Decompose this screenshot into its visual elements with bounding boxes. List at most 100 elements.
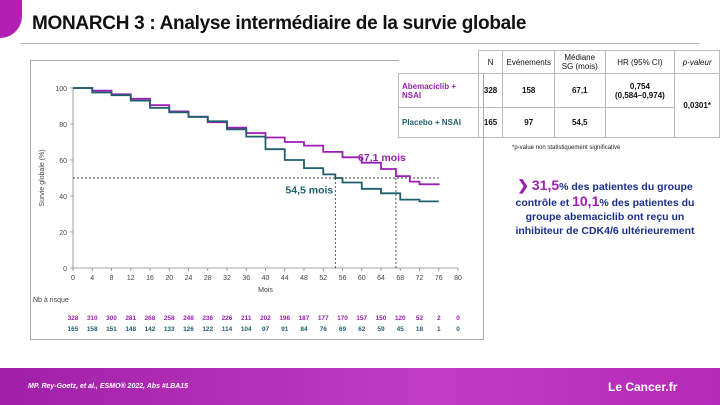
risk-count-abemaciclib: 236 (202, 315, 213, 322)
risk-count-placebo: 59 (377, 326, 385, 333)
risk-count-abemaciclib: 150 (376, 315, 387, 322)
results-table: N Evénements Médiane SG (mois) HR (95% C… (398, 50, 720, 138)
title-divider (20, 43, 700, 44)
risk-count-abemaciclib: 170 (337, 315, 348, 322)
risk-count-abemaciclib: 211 (241, 315, 252, 322)
y-tick-label: 40 (59, 194, 67, 201)
risk-count-abemaciclib: 281 (125, 315, 136, 322)
y-tick-label: 0 (63, 266, 67, 273)
site-logo: Le Cancer.fr (608, 380, 678, 394)
table-header-cell: Médiane SG (mois) (553, 50, 606, 74)
y-axis-label: Survie globale (%) (39, 149, 46, 206)
x-tick-label: 56 (339, 275, 347, 282)
callout-pct1: 31,5 (531, 177, 560, 193)
risk-count-abemaciclib: 310 (87, 315, 98, 322)
risk-table-label: Nb à risque (33, 297, 69, 304)
x-tick-label: 48 (300, 275, 308, 282)
risk-count-abemaciclib: 196 (279, 315, 290, 322)
table-header-row: N Evénements Médiane SG (mois) HR (95% C… (398, 50, 720, 74)
x-tick-label: 80 (454, 275, 462, 282)
chart-frame (30, 60, 484, 340)
risk-count-placebo: 122 (202, 326, 213, 333)
table-row: Abemaciclib + NSAI 328 158 67,1 0,754 (0,… (398, 73, 720, 138)
corner-accent (0, 0, 22, 38)
y-tick-label: 60 (59, 158, 67, 165)
chart-marks (73, 87, 440, 268)
risk-count-abemaciclib: 268 (145, 315, 156, 322)
median-annotation: 67,1 mois (358, 152, 406, 164)
risk-count-abemaciclib: 187 (299, 315, 310, 322)
callout-pct2: 10,1 (572, 193, 600, 209)
risk-count-abemaciclib: 226 (222, 315, 233, 322)
table-header-cell (398, 50, 479, 74)
chevron-right-icon: ❯ (517, 177, 529, 193)
table-header-cell: HR (95% CI) (604, 50, 676, 74)
x-tick-label: 12 (127, 275, 135, 282)
x-tick-label: 32 (223, 275, 231, 282)
risk-count-placebo: 84 (300, 326, 308, 333)
x-tick-label: 44 (281, 275, 289, 282)
risk-count-placebo: 142 (145, 326, 156, 333)
x-tick-label: 4 (90, 275, 94, 282)
x-tick-label: 76 (435, 275, 443, 282)
callout-text2: % des patientes du groupe abemaciclib on… (515, 197, 695, 237)
table-header-cell: p-valeur (674, 50, 720, 74)
risk-count-abemaciclib: 248 (183, 315, 194, 322)
table-cell: 165 (477, 107, 504, 138)
x-tick-label: 64 (377, 275, 385, 282)
risk-count-placebo: 104 (241, 326, 252, 333)
hr-ci: (0,584–0,974) (615, 90, 665, 100)
risk-count-placebo: 126 (183, 326, 194, 333)
table-cell (604, 107, 676, 138)
hr-value: 0,754 (629, 81, 650, 91)
risk-count-placebo: 76 (320, 326, 328, 333)
y-tick-label: 20 (59, 230, 67, 237)
risk-count-abemaciclib: 2 (437, 315, 441, 322)
median-annotation: 54,5 mois (285, 184, 333, 196)
x-tick-label: 52 (319, 275, 327, 282)
table-cell: 158 (502, 73, 555, 108)
risk-count-placebo: 165 (68, 326, 79, 333)
x-tick-label: 28 (204, 275, 212, 282)
risk-count-abemaciclib: 120 (395, 315, 406, 322)
placebo-curve (73, 87, 439, 203)
page-title: MONARCH 3 : Analyse intermédiaire de la … (32, 13, 527, 34)
x-tick-label: 40 (262, 275, 270, 282)
table-header-cell: Evénements (502, 50, 555, 74)
callout-box: ❯ 31,5% des patientes du groupe contrôle… (502, 178, 708, 238)
footer-bar (0, 368, 720, 405)
risk-count-placebo: 151 (106, 326, 117, 333)
table-cell: 97 (502, 107, 555, 138)
x-tick-label: 72 (416, 275, 424, 282)
risk-count-abemaciclib: 202 (260, 315, 271, 322)
table-row: Placebo + NSAI 165 97 54,5 (398, 107, 720, 138)
table-cell: 328 (477, 73, 504, 108)
risk-count-placebo: 158 (87, 326, 98, 333)
x-tick-label: 16 (146, 275, 154, 282)
risk-count-placebo: 62 (358, 326, 366, 333)
x-tick-label: 68 (396, 275, 404, 282)
risk-count-abemaciclib: 177 (318, 315, 329, 322)
risk-count-placebo: 45 (397, 326, 405, 333)
x-tick-label: 36 (242, 275, 250, 282)
x-tick-label: 20 (165, 275, 173, 282)
x-tick-label: 60 (358, 275, 366, 282)
risk-count-placebo: 69 (339, 326, 347, 333)
citation: MP. Rey-Goetz, et al., ESMO® 2022, Abs #… (28, 383, 188, 390)
risk-count-placebo: 148 (125, 326, 136, 333)
table-header-cell: N (477, 50, 504, 74)
arm-label: Abemaciclib + NSAI (398, 73, 479, 108)
y-tick-label: 80 (59, 122, 67, 129)
risk-count-placebo: 91 (281, 326, 289, 333)
risk-count-placebo: 18 (416, 326, 424, 333)
risk-count-abemaciclib: 0 (456, 315, 460, 322)
risk-count-abemaciclib: 157 (356, 315, 367, 322)
risk-count-placebo: 0 (456, 326, 460, 333)
risk-count-abemaciclib: 52 (416, 315, 424, 322)
risk-count-placebo: 1 (437, 326, 441, 333)
risk-count-abemaciclib: 328 (68, 315, 79, 322)
x-tick-label: 24 (185, 275, 193, 282)
x-tick-label: 0 (71, 275, 75, 282)
